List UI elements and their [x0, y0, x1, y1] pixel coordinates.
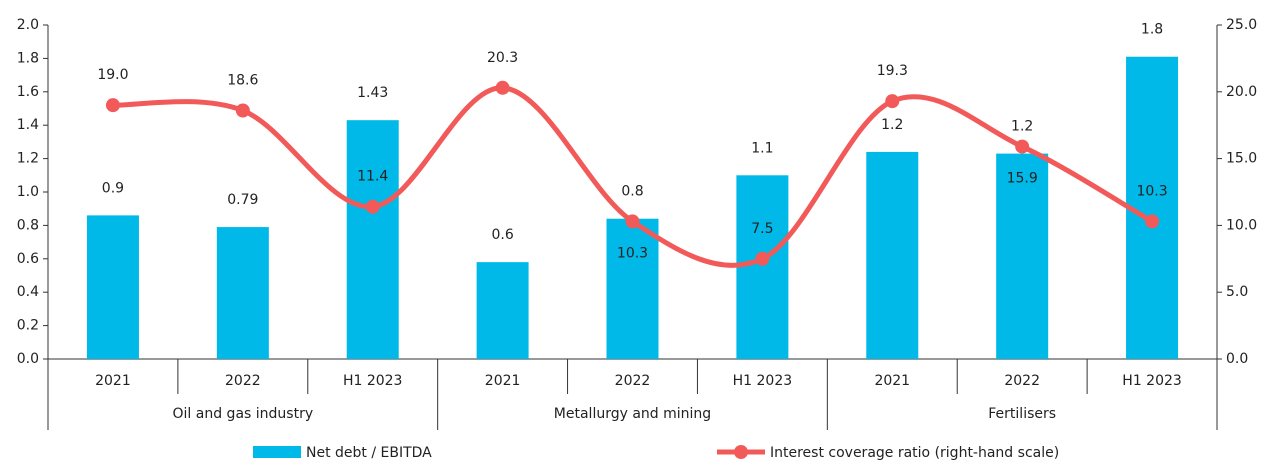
line-label: 19.3 [877, 63, 908, 79]
legend-label: Net debt / EBITDA [306, 445, 432, 461]
bar-label: 1.2 [1011, 119, 1033, 135]
line-label: 7.5 [751, 221, 773, 237]
line-point [885, 94, 900, 109]
line-label: 15.9 [1007, 171, 1038, 187]
y-tick-label: 1.8 [17, 50, 39, 66]
bar-label: 0.8 [621, 184, 643, 200]
bar-label: 1.43 [357, 85, 388, 101]
x-tick-label: 2022 [1004, 373, 1040, 389]
x-tick-label: 2022 [225, 373, 261, 389]
x-tick-label: 2021 [485, 373, 521, 389]
bar-label: 1.2 [881, 117, 903, 133]
line-label: 10.3 [617, 245, 648, 261]
x-tick-label: 2021 [874, 373, 910, 389]
bar [866, 151, 919, 359]
y-tick-label: 0.0 [17, 351, 39, 367]
legend-swatch-dot [734, 445, 748, 459]
x-tick-label: 2021 [95, 373, 131, 389]
line-label: 11.4 [357, 169, 388, 185]
bar-label: 1.1 [751, 140, 773, 156]
line-point [1145, 214, 1160, 229]
y-tick-label: 1.2 [17, 151, 39, 167]
bar-label: 0.6 [491, 227, 513, 243]
bar [1126, 56, 1179, 359]
line-label: 18.6 [227, 73, 258, 89]
y-tick-label: 0.2 [17, 318, 39, 334]
line-point [1015, 139, 1030, 154]
legend-label: Interest coverage ratio (right-hand scal… [770, 445, 1059, 461]
y2-tick-label: 25.0 [1226, 17, 1257, 33]
group-label: Fertilisers [988, 406, 1056, 422]
y2-tick-label: 5.0 [1226, 284, 1248, 300]
line-label: 20.3 [487, 50, 518, 66]
line-point [365, 199, 380, 214]
y2-tick-label: 0.0 [1226, 351, 1248, 367]
y-tick-label: 0.6 [17, 251, 39, 267]
bar [736, 175, 789, 359]
y-tick-label: 1.6 [17, 84, 39, 100]
bar [996, 153, 1049, 359]
bar [346, 120, 399, 359]
y-tick-label: 1.4 [17, 117, 39, 133]
bar-label: 0.79 [227, 192, 258, 208]
y2-tick-label: 10.0 [1226, 217, 1257, 233]
x-tick-label: H1 2023 [733, 373, 793, 389]
y-tick-label: 1.0 [17, 184, 39, 200]
x-tick-label: 2022 [615, 373, 651, 389]
bar [86, 215, 139, 359]
x-tick-label: H1 2023 [1122, 373, 1182, 389]
line-label: 19.0 [97, 67, 128, 83]
line-point [105, 98, 120, 113]
line-label: 10.3 [1136, 183, 1167, 199]
x-tick-label: H1 2023 [343, 373, 403, 389]
y-tick-label: 0.4 [17, 284, 39, 300]
bar [476, 262, 529, 359]
group-label: Metallurgy and mining [554, 406, 711, 422]
line-point [235, 103, 250, 118]
line-point [755, 251, 770, 266]
line-point [625, 214, 640, 229]
y-tick-label: 2.0 [17, 17, 39, 33]
bar-label: 1.8 [1141, 22, 1163, 38]
y-tick-label: 0.8 [17, 217, 39, 233]
bar [216, 227, 269, 359]
line-point [495, 80, 510, 95]
y2-tick-label: 15.0 [1226, 151, 1257, 167]
bar [606, 218, 659, 359]
legend-swatch [253, 446, 301, 458]
bar-label: 0.9 [102, 180, 124, 196]
group-label: Oil and gas industry [173, 406, 314, 422]
y2-tick-label: 20.0 [1226, 84, 1257, 100]
